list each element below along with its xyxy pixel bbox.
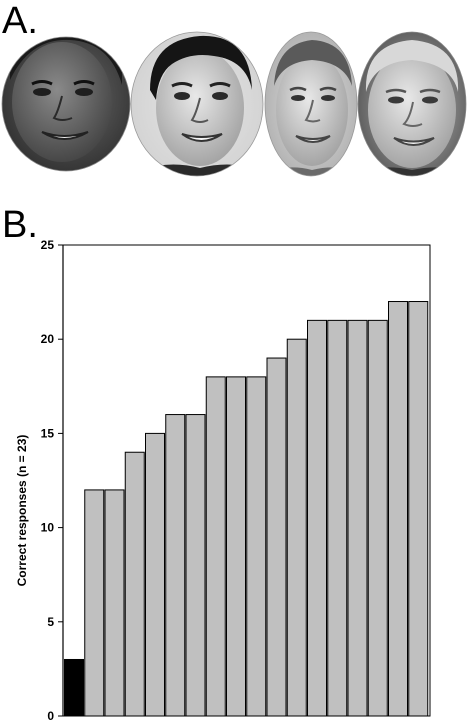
bar-1 <box>64 658 84 717</box>
bar-2 <box>84 489 105 717</box>
bar-7 <box>185 414 206 717</box>
y-tick-label-2: 10 <box>41 521 55 535</box>
bar-17 <box>388 301 408 717</box>
bar-9 <box>226 376 246 717</box>
bar-10 <box>246 376 267 717</box>
y-tick-label-1: 5 <box>47 615 54 629</box>
bar-5 <box>145 432 165 717</box>
bar-16 <box>367 319 388 717</box>
bar-3 <box>104 489 125 717</box>
y-tick-label-3: 15 <box>41 426 55 440</box>
y-axis-ticks: 0 5 10 15 20 25 <box>41 238 63 721</box>
bar-11 <box>266 357 287 717</box>
y-tick-label-4: 20 <box>41 332 55 346</box>
y-tick-label-5: 25 <box>41 238 55 252</box>
bar-13 <box>307 319 327 717</box>
face-photo-row <box>1 31 467 177</box>
bar-12 <box>286 338 307 717</box>
bar-6 <box>165 414 186 717</box>
face-photo-2 <box>131 32 263 176</box>
bar-15 <box>347 319 368 717</box>
bar-4 <box>124 451 145 717</box>
panel-a-label: A. <box>2 0 38 42</box>
bar-14 <box>327 319 348 717</box>
y-axis-label: Correct responses (n = 23) <box>15 435 29 587</box>
y-tick-label-0: 0 <box>47 709 54 721</box>
panel-b-label: B. <box>2 204 38 246</box>
bar-group <box>64 301 429 717</box>
bar-8 <box>205 376 226 717</box>
bar-18 <box>408 301 429 717</box>
